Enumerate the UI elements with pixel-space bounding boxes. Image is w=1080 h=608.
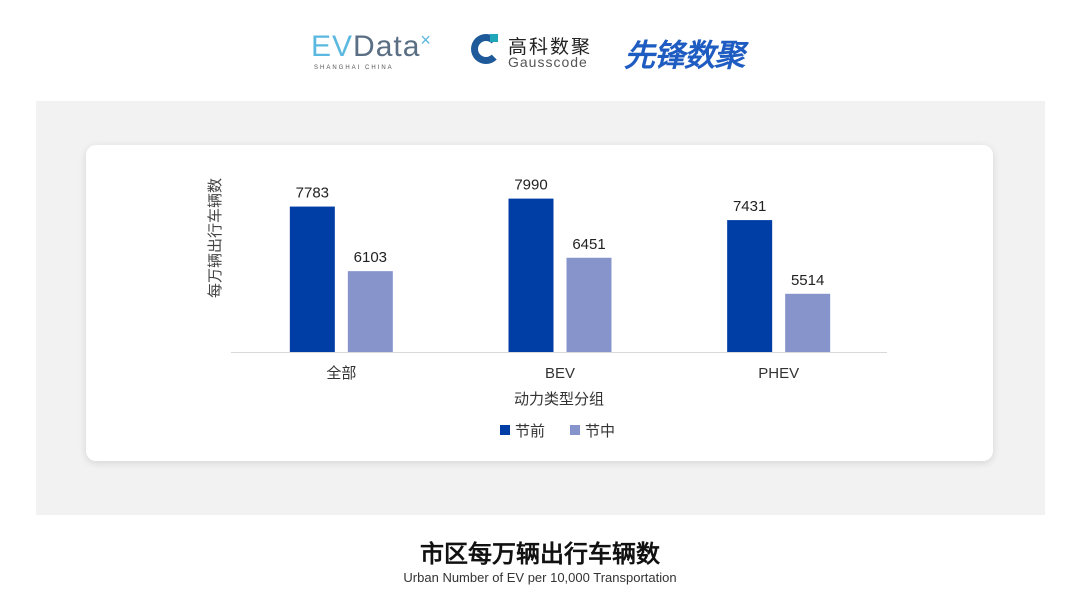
- legend-swatch: [500, 425, 510, 435]
- y-axis-label: 每万辆出行车辆数: [207, 178, 224, 298]
- evdata-logo-sub: SHANGHAI CHINA: [314, 65, 394, 71]
- bar-BEV-节中: [566, 257, 612, 352]
- xianfeng-logo: 先锋数聚: [624, 38, 745, 73]
- page-subtitle: Urban Number of EV per 10,000 Transporta…: [403, 570, 677, 585]
- x-tick-label: BEV: [545, 365, 575, 382]
- data-label: 7431: [733, 198, 766, 215]
- legend-label: 节中: [585, 423, 615, 440]
- bar-BEV-节前: [508, 198, 554, 352]
- x-tick-label: 全部: [326, 364, 356, 382]
- data-label: 7990: [514, 177, 547, 194]
- x-tick-label: PHEV: [758, 365, 799, 382]
- gausscode-logo-square: [490, 34, 498, 42]
- legend-swatch: [570, 425, 580, 435]
- gausscode-logo-icon: [471, 34, 501, 64]
- logo-bar: EVData× SHANGHAI CHINA 高科数聚 Gausscode 先锋…: [0, 24, 1080, 74]
- gausscode-logo-cn: 高科数聚: [508, 37, 593, 58]
- bar-PHEV-节前: [727, 220, 773, 352]
- data-label: 6451: [572, 236, 605, 253]
- legend-label: 节前: [515, 423, 545, 440]
- bar-全部-节中: [347, 271, 393, 352]
- bar-全部-节前: [289, 206, 335, 352]
- data-label: 7783: [296, 185, 329, 202]
- evdata-logo: EVData×: [311, 30, 432, 63]
- page-title: 市区每万辆出行车辆数: [420, 541, 660, 568]
- bar-PHEV-节中: [785, 293, 831, 352]
- data-label: 5514: [791, 272, 824, 289]
- data-label: 6103: [354, 249, 387, 266]
- x-axis-label: 动力类型分组: [514, 391, 604, 408]
- gausscode-logo-en: Gausscode: [508, 54, 588, 70]
